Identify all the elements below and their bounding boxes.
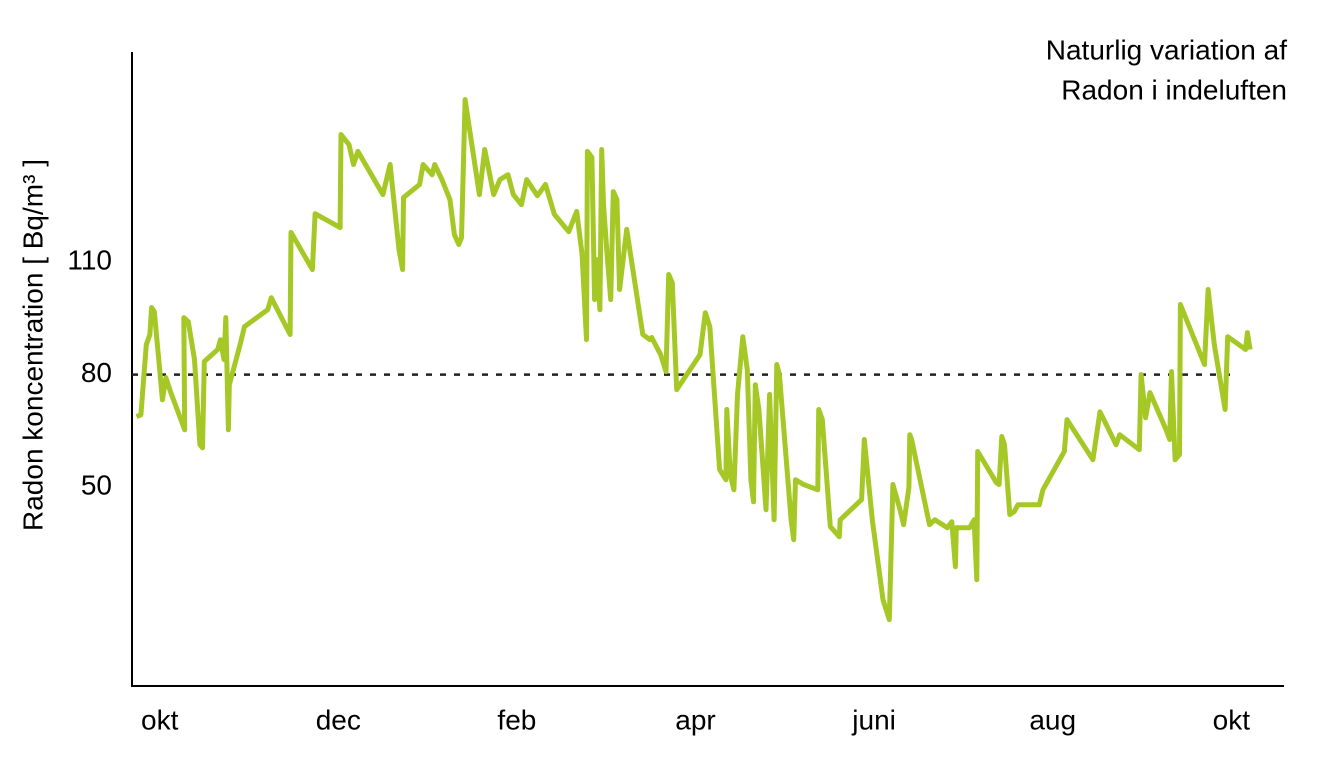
x-tick-label: okt <box>141 704 179 735</box>
x-tick-label: okt <box>1213 704 1251 735</box>
y-tick-label: 50 <box>81 470 112 501</box>
chart-title: Naturlig variation af <box>1046 34 1287 65</box>
x-tick-label: dec <box>316 704 361 735</box>
y-tick-label: 110 <box>67 244 112 275</box>
data-line <box>135 97 1253 623</box>
x-tick-label: apr <box>675 704 715 735</box>
x-tick-label: feb <box>497 704 536 735</box>
chart-title: Radon i indeluften <box>1061 74 1287 105</box>
y-tick-label: 80 <box>81 357 112 388</box>
x-tick-label: aug <box>1029 704 1076 735</box>
x-tick-label: juni <box>851 704 896 735</box>
y-axis-label: Radon koncentration [ Bq/m³ ] <box>17 159 48 531</box>
